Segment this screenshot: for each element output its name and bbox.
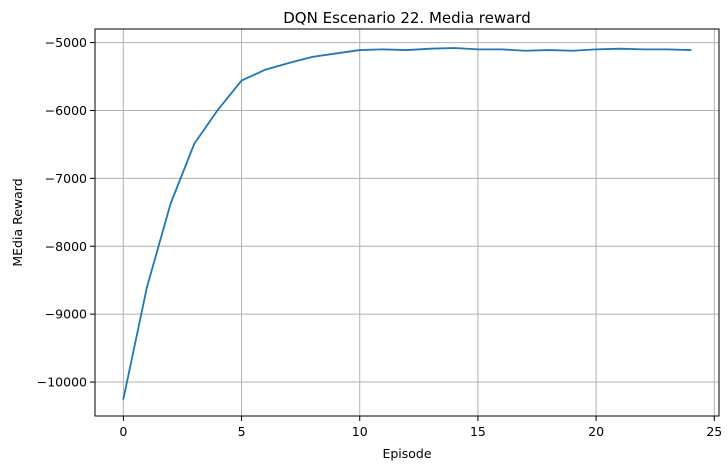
y-tick-label: −8000 bbox=[45, 239, 87, 254]
y-axis-label: MEdia Reward bbox=[10, 178, 25, 266]
plot-frame bbox=[94, 28, 720, 417]
y-tick-label: −10000 bbox=[37, 375, 87, 390]
x-tick-label: 20 bbox=[588, 424, 604, 439]
y-tick-label: −6000 bbox=[45, 103, 87, 118]
y-tick-label: −9000 bbox=[45, 307, 87, 322]
x-tick-label: 10 bbox=[352, 424, 368, 439]
chart-title: DQN Escenario 22. Media reward bbox=[283, 9, 531, 27]
series-layer bbox=[122, 47, 692, 400]
x-tick-label: 5 bbox=[238, 424, 246, 439]
y-tick-label: −7000 bbox=[45, 171, 87, 186]
x-axis-label: Episode bbox=[382, 446, 431, 461]
grid bbox=[95, 29, 719, 416]
series-line bbox=[122, 47, 692, 400]
y-tick-label: −5000 bbox=[45, 35, 87, 50]
x-tick-label: 15 bbox=[470, 424, 486, 439]
ticks: 0 5 10 15 20 25 −10000 −9000 −8000 −7000 −6000 −500… bbox=[37, 35, 722, 439]
x-tick-label: 25 bbox=[706, 424, 722, 439]
x-tick-label: 0 bbox=[119, 424, 127, 439]
